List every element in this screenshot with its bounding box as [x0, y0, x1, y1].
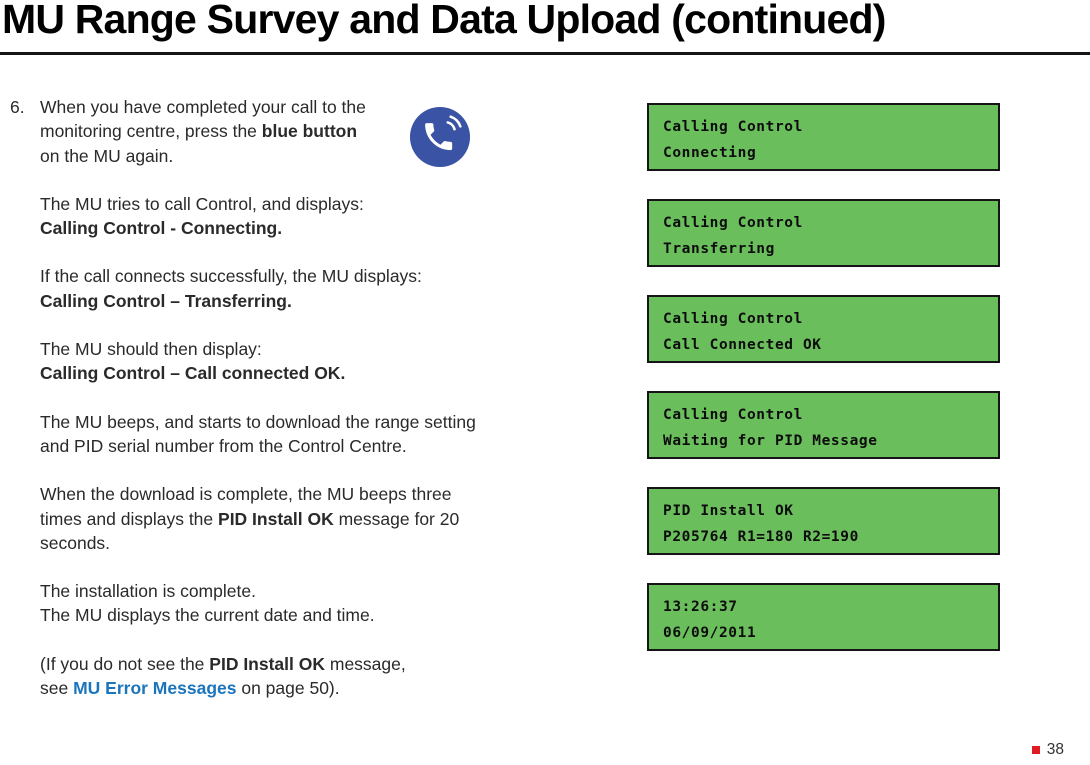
lcd-display-call-connected: Calling Control Call Connected OK — [647, 295, 1000, 363]
lcd-display-transferring: Calling Control Transferring — [647, 199, 1000, 267]
paragraph-error-reference: (If you do not see the PID Install OK me… — [40, 652, 555, 701]
lcd-line-2: 06/09/2011 — [663, 625, 757, 641]
text-segment: The MU tries to call Control, and displa… — [40, 193, 364, 214]
text-segment: The MU should then display: — [40, 339, 262, 360]
lcd-line-1: Calling Control — [663, 311, 803, 327]
text-segment: and PID serial number from the Control C… — [40, 435, 407, 456]
lcd-line-1: Calling Control — [663, 407, 803, 423]
text-segment: message, — [325, 653, 406, 674]
bold-text: PID Install OK — [209, 653, 325, 674]
text-segment: If the call connects successfully, the M… — [40, 266, 422, 287]
text-segment: on page 50). — [236, 678, 340, 699]
red-square-marker — [1031, 746, 1040, 754]
text-segment: monitoring centre, press the — [40, 121, 262, 142]
lcd-line-1: Calling Control — [663, 119, 803, 135]
blue-phone-button-icon — [409, 106, 471, 168]
text-segment: message for 20 — [333, 508, 460, 529]
lcd-display-waiting-pid: Calling Control Waiting for PID Message — [647, 391, 1000, 459]
lcd-line-2: P205764 R1=180 R2=190 — [663, 529, 859, 545]
paragraph-calling-connecting: The MU tries to call Control, and displa… — [40, 192, 555, 241]
text-segment: The MU displays the current date and tim… — [40, 605, 375, 626]
paragraph-pid-install-ok: When the download is complete, the MU be… — [40, 482, 555, 555]
paragraph-call-connected: The MU should then display: Calling Contr… — [40, 337, 555, 386]
text-segment: When the download is complete, the MU be… — [40, 484, 452, 505]
phone-icon — [409, 106, 471, 168]
lcd-display-connecting: Calling Control Connecting — [647, 103, 1000, 171]
text-segment: The installation is complete. — [40, 581, 256, 602]
text-segment: (If you do not see the — [40, 653, 210, 674]
instruction-column: 6. When you have completed your call to … — [10, 95, 555, 700]
page-footer: 38 — [1031, 741, 1064, 759]
page-number: 38 — [1046, 741, 1064, 758]
lcd-line-2: Waiting for PID Message — [663, 433, 878, 449]
lcd-line-2: Call Connected OK — [663, 337, 822, 353]
lcd-line-1: PID Install OK — [663, 503, 794, 519]
text-segment: When you have completed your call to the — [40, 97, 366, 117]
page-title: MU Range Survey and Data Upload (continu… — [2, 0, 886, 42]
paragraph-download-start: The MU beeps, and starts to download the… — [40, 410, 555, 459]
mu-error-messages-link[interactable]: MU Error Messages — [73, 678, 237, 699]
lcd-line-2: Connecting — [663, 145, 757, 161]
text-segment: The MU beeps, and starts to download the… — [40, 411, 476, 432]
bold-text: Calling Control – Transferring. — [40, 290, 292, 311]
lcd-display-date-time: 13:26:37 06/09/2011 — [647, 583, 1000, 651]
text-segment: see — [40, 678, 74, 699]
bold-text: Calling Control – Call connected OK. — [40, 363, 346, 384]
paragraph-calling-transferring: If the call connects successfully, the M… — [40, 264, 555, 313]
lcd-display-pid-install-ok: PID Install OK P205764 R1=180 R2=190 — [647, 487, 1000, 555]
text-segment: on the MU again. — [40, 145, 174, 166]
text-segment: times and displays the — [40, 508, 219, 529]
bold-text: PID Install OK — [218, 508, 334, 529]
bold-text: blue button — [261, 121, 358, 142]
paragraph-press-blue-button: When you have completed your call to the… — [40, 95, 555, 168]
display-column: Calling Control Connecting Calling Contr… — [647, 103, 1000, 679]
step-6: 6. When you have completed your call to … — [10, 95, 555, 700]
title-divider — [0, 52, 1090, 55]
step-number: 6. — [10, 97, 25, 117]
paragraph-installation-complete: The installation is complete. The MU disp… — [40, 579, 555, 628]
text-segment: seconds. — [40, 532, 111, 553]
bold-text: Calling Control - Connecting. — [40, 218, 283, 239]
step-body: When you have completed your call to the… — [40, 95, 555, 700]
lcd-line-1: Calling Control — [663, 215, 803, 231]
lcd-line-2: Transferring — [663, 241, 775, 257]
lcd-line-1: 13:26:37 — [663, 599, 738, 615]
